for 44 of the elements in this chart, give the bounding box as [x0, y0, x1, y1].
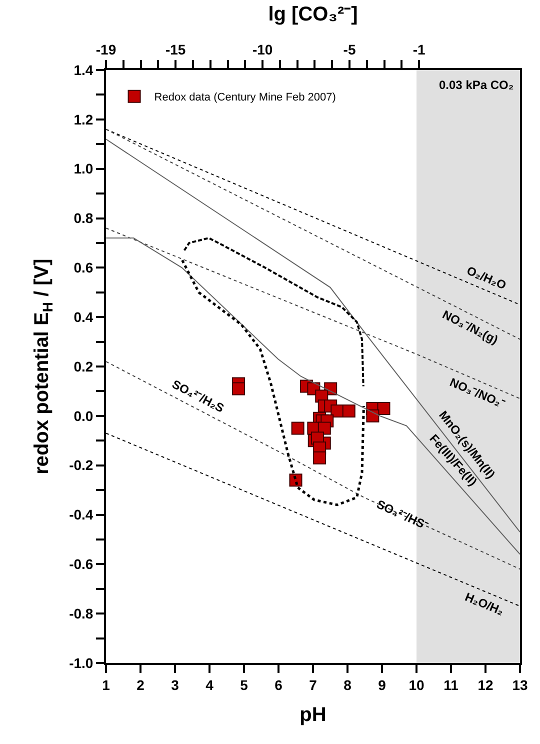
y-tick-label: -0.2 — [69, 457, 94, 474]
y-tick-label: 1.4 — [74, 62, 94, 78]
point — [232, 382, 245, 396]
y-tick-label: 0.0 — [74, 408, 94, 424]
x-tick-label: 9 — [378, 676, 386, 693]
y-tick-label: 0.6 — [74, 260, 94, 276]
x2-tick-label: -10 — [252, 41, 273, 58]
x2-tick-label: -19 — [96, 41, 116, 58]
point — [291, 422, 304, 435]
point — [377, 402, 390, 415]
x-tick-label: 3 — [171, 676, 180, 693]
x-tick-label: 1 — [102, 676, 110, 693]
line-series — [106, 238, 520, 555]
x2-tick-label: -1 — [412, 41, 426, 58]
point — [313, 451, 326, 464]
line-series — [106, 138, 520, 533]
x-tick-label: 13 — [512, 676, 528, 693]
x-tick-label: 8 — [344, 676, 352, 693]
y-tick-label: 1.0 — [74, 160, 94, 177]
y-tick-label: 0.4 — [74, 308, 94, 325]
x-tick-label: 2 — [136, 676, 145, 693]
point — [342, 404, 356, 418]
x2-tick-label: -5 — [343, 41, 356, 58]
x-tick-label: 11 — [444, 676, 459, 693]
legend-label: Redox data (Century Mine Feb 2007) — [154, 92, 336, 104]
y-tick-label: 0.2 — [74, 358, 94, 374]
x-axis-title: pH — [300, 704, 326, 726]
x-tick-label: 6 — [274, 676, 283, 693]
x-tick-label: 7 — [309, 676, 318, 693]
x2-tick-label: -15 — [165, 41, 186, 58]
line-series — [106, 361, 520, 570]
y-tick-label: -0.4 — [69, 506, 94, 523]
point — [366, 409, 380, 422]
y-tick-label: -0.8 — [69, 605, 94, 622]
y-tick-label: 0.8 — [74, 210, 94, 226]
x-tick-label: 5 — [240, 676, 248, 693]
x2-axis-title: lg [CO₃²⁻] — [268, 3, 358, 26]
x-tick-label: 12 — [478, 676, 494, 693]
band-label: 0.03 kPa CO₂ — [439, 78, 514, 92]
x-tick-label: 4 — [206, 676, 214, 693]
y-tick-label: 1.2 — [74, 111, 94, 128]
x-tick-label: 10 — [408, 676, 424, 693]
y-tick-label: -0.6 — [69, 556, 94, 572]
y-tick-label: -1.0 — [69, 654, 94, 671]
